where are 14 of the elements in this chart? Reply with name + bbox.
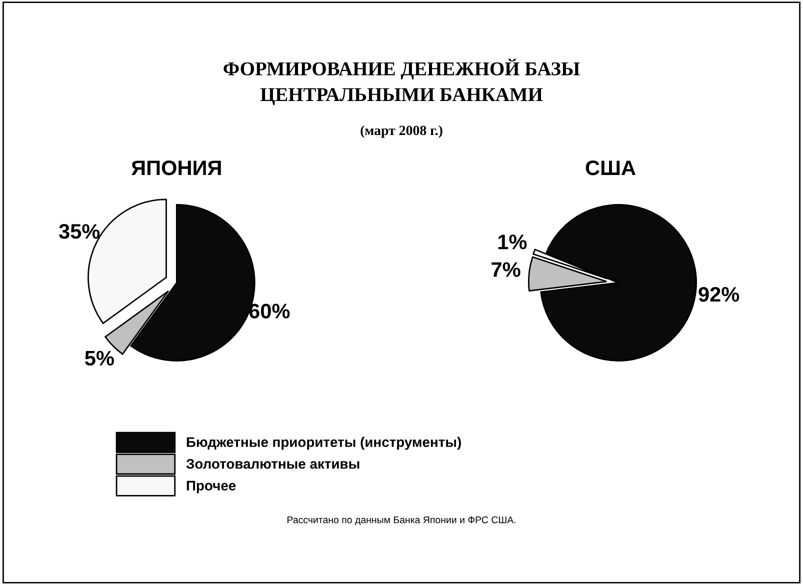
data-label: 7%	[492, 262, 520, 277]
data-label: 1%	[498, 234, 527, 250]
chart-title: ЯПОНИЯ	[131, 160, 221, 176]
data-label: 35%	[58, 224, 100, 239]
data-label: 60%	[249, 304, 290, 318]
legend-label: Прочее	[186, 480, 236, 494]
text: Рассчитано по данным Банка Японии и ФРС США.	[288, 516, 516, 526]
legend-label: Золотовалютные активы	[186, 458, 360, 469]
data-label: 5%	[85, 350, 114, 366]
text: ФОРМИРОВАНИЕ ДЕНЕЖНОЙ БАЗЫ ЦЕНТРАЛЬНЫМИ БАНКАМИ	[224, 58, 580, 106]
legend-label: Бюджетные приоритеты (инструменты)	[186, 436, 461, 450]
chart-title: США	[586, 160, 636, 176]
text: (март 2008 г.)	[360, 125, 442, 138]
data-label: 92%	[698, 287, 740, 302]
